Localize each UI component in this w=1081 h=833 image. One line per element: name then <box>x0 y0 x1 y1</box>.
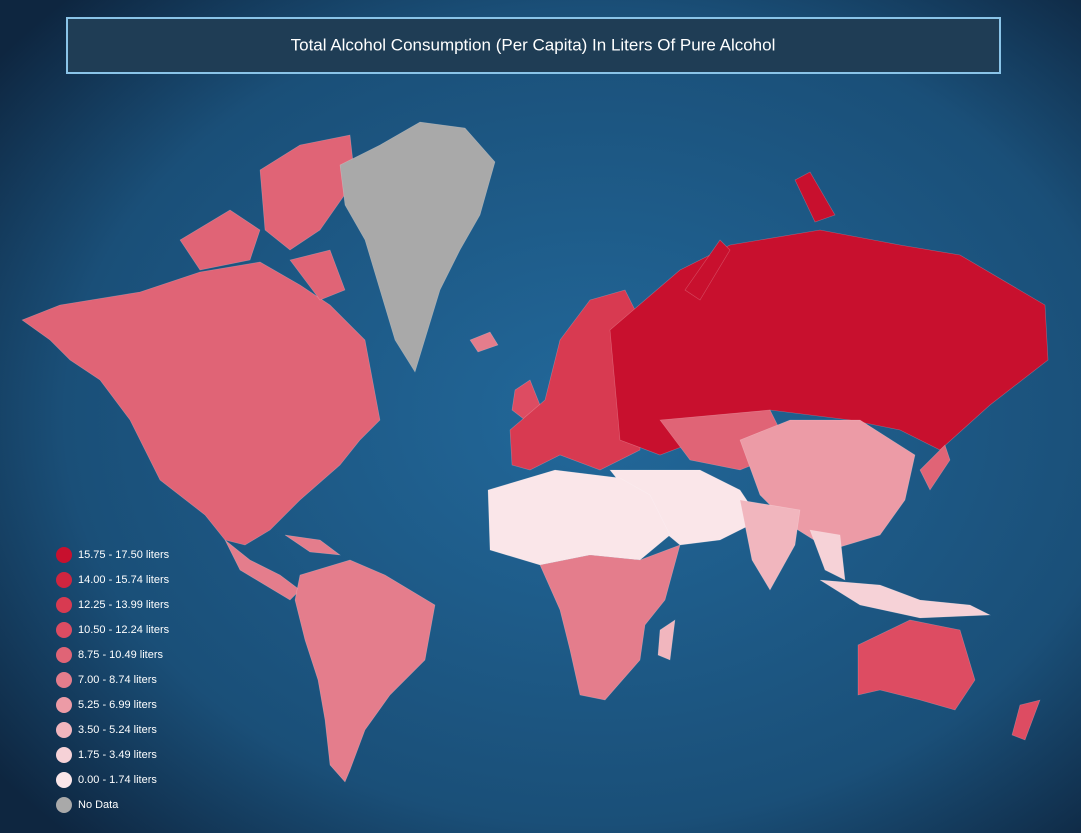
legend-label: 1.75 - 3.49 liters <box>78 749 157 761</box>
legend-swatch <box>56 722 72 738</box>
title-box <box>66 17 1001 74</box>
map-title: Total Alcohol Consumption (Per Capita) I… <box>291 35 776 54</box>
south-america <box>294 559 436 783</box>
sub-saharan-africa <box>539 544 681 701</box>
countries <box>21 121 1049 783</box>
southeast-asia <box>809 529 992 619</box>
legend-swatch <box>56 597 72 613</box>
legend-label: 8.75 - 10.49 liters <box>78 649 163 661</box>
central-america <box>224 539 301 601</box>
legend-swatch <box>56 772 72 788</box>
legend-swatch <box>56 647 72 663</box>
legend-label: 12.25 - 13.99 liters <box>78 599 170 611</box>
india <box>739 499 801 591</box>
legend-label: 0.00 - 1.74 liters <box>78 774 157 786</box>
legend-swatch <box>56 697 72 713</box>
north-africa <box>487 469 671 566</box>
north-america <box>21 261 381 546</box>
legend-swatch <box>56 547 72 563</box>
new-zealand <box>1011 699 1041 741</box>
arctic-islands <box>179 134 356 301</box>
legend-label: 10.50 - 12.24 liters <box>78 624 170 636</box>
iceland <box>469 331 499 353</box>
legend-label: 15.75 - 17.50 liters <box>78 549 170 561</box>
legend-swatch <box>56 572 72 588</box>
caribbean <box>284 534 342 556</box>
legend-label: 5.25 - 6.99 liters <box>78 699 157 711</box>
legend-label: 14.00 - 15.74 liters <box>78 574 170 586</box>
legend-swatch <box>56 747 72 763</box>
australia <box>857 619 976 711</box>
legend: 15.75 - 17.50 liters 14.00 - 15.74 liters… <box>56 547 170 813</box>
legend-label: No Data <box>78 799 119 811</box>
madagascar <box>657 619 676 661</box>
legend-swatch <box>56 622 72 638</box>
japan <box>919 444 951 491</box>
legend-swatch <box>56 672 72 688</box>
russia-islands <box>684 171 836 301</box>
legend-swatch <box>56 797 72 813</box>
legend-label: 3.50 - 5.24 liters <box>78 724 157 736</box>
legend-label: 7.00 - 8.74 liters <box>78 674 157 686</box>
greenland <box>339 121 496 373</box>
